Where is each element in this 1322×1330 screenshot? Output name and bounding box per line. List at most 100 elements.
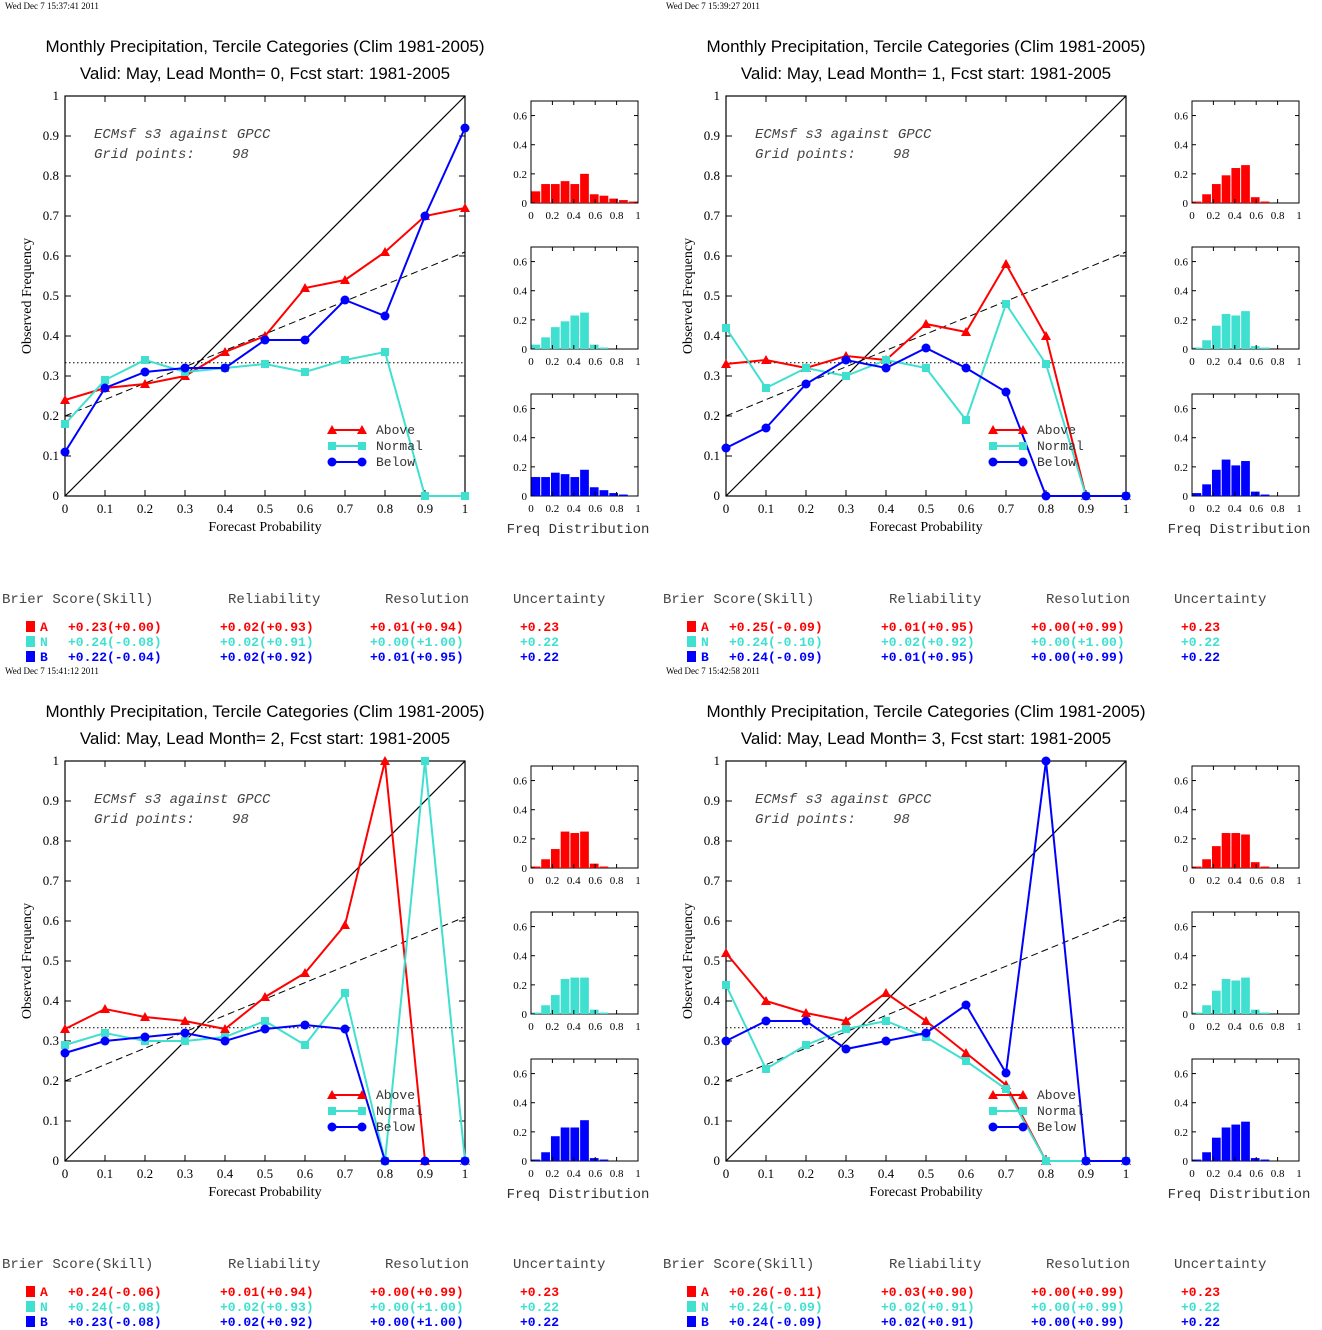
score-letter: A	[701, 1285, 709, 1300]
hist-x-tick-label: 0	[1189, 875, 1195, 887]
inset-grid-value: 98	[232, 147, 249, 163]
score-value: +0.01(+0.95)	[881, 620, 975, 635]
chart-panel: Wed Dec 7 15:41:12 2011 Monthly Precipita…	[2, 666, 649, 1330]
histogram-bar	[531, 477, 541, 496]
hist-y-tick-label: 0	[1183, 863, 1189, 875]
histogram-bar	[1250, 862, 1260, 868]
y-tick-label: 0.3	[43, 368, 59, 383]
freq-distribution-label: Freq Distribution	[507, 522, 650, 538]
histogram-bar	[1221, 175, 1231, 203]
histogram-bar	[589, 344, 599, 349]
x-tick-label: 0.3	[838, 1166, 854, 1181]
x-tick-label: 1	[462, 501, 469, 516]
hist-x-tick-label: 0	[1189, 1168, 1195, 1180]
score-value: +0.23	[1181, 1285, 1220, 1300]
score-value: +0.22	[520, 1315, 559, 1330]
point-above	[841, 1016, 851, 1025]
inset-source-text: ECMsf s3 against GPCC	[94, 127, 271, 143]
legend-label-above: Above	[1037, 1088, 1076, 1103]
point-above	[140, 1012, 150, 1021]
inset-grid-label: Grid points:	[755, 147, 856, 163]
inset-grid-label: Grid points:	[94, 812, 195, 828]
point-above	[721, 948, 731, 957]
score-value: +0.00(+0.99)	[1031, 650, 1125, 665]
chart-subtitle: Valid: May, Lead Month= 1, Fcst start: 1…	[741, 64, 1111, 83]
hist-x-tick-label: 0.8	[610, 356, 624, 368]
point-above	[881, 988, 891, 997]
histogram-bar	[580, 831, 589, 868]
hist-y-tick-label: 0.2	[1174, 315, 1188, 327]
point-above	[380, 756, 390, 765]
hist-x-tick-label: 0.2	[1207, 503, 1221, 515]
histogram-bar	[1221, 1127, 1231, 1161]
histogram-above: 0 0.2 0.4 0.6 0 0.2 0.4 0.6 0.8 1	[513, 100, 641, 222]
histogram-bar	[1211, 325, 1221, 349]
score-value: +0.02(+0.91)	[881, 1300, 975, 1315]
point-below	[380, 311, 390, 321]
x-tick-label: 0.7	[337, 501, 354, 516]
y-tick-label: 0	[53, 1153, 60, 1168]
histogram-bar	[1192, 347, 1202, 349]
point-above	[180, 1016, 190, 1025]
histogram-bar	[560, 474, 570, 496]
hist-y-tick-label: 0.4	[513, 433, 527, 445]
point-below	[300, 335, 310, 345]
point-normal	[301, 368, 309, 376]
point-below	[881, 1036, 891, 1046]
y-tick-label: 0	[714, 488, 721, 503]
point-above	[801, 1008, 811, 1017]
y-tick-label: 0.1	[704, 1113, 720, 1128]
hist-y-tick-label: 0.6	[513, 404, 527, 416]
point-normal	[802, 364, 810, 372]
y-tick-label: 0.3	[704, 368, 720, 383]
point-normal	[461, 492, 469, 500]
y-axis-label: Observed Frequency	[20, 903, 35, 1019]
histogram-bar	[1250, 1158, 1260, 1161]
score-header: Brier Score(Skill)	[663, 592, 814, 608]
y-tick-label: 0.8	[43, 833, 59, 848]
score-value: +0.23(-0.08)	[68, 1315, 162, 1330]
hist-y-tick-label: 0.6	[1174, 111, 1188, 123]
y-tick-label: 0.1	[43, 1113, 59, 1128]
point-above	[761, 355, 771, 364]
hist-y-tick-label: 0.6	[513, 257, 527, 269]
y-tick-label: 1	[714, 88, 721, 103]
hist-y-tick-label: 0	[522, 1156, 528, 1168]
hist-x-tick-label: 0.2	[1207, 210, 1221, 222]
y-tick-label: 0.3	[704, 1033, 720, 1048]
score-value: +0.22	[1181, 650, 1220, 665]
hist-x-tick-label: 0.8	[610, 210, 624, 222]
histogram-bar	[1241, 165, 1250, 203]
hist-y-tick-label: 0.4	[1174, 286, 1188, 298]
x-tick-label: 0.8	[1038, 1166, 1054, 1181]
score-value: +0.00(+1.00)	[370, 1300, 464, 1315]
y-tick-label: 0.4	[43, 328, 60, 343]
point-below	[921, 1028, 931, 1038]
histogram-bar	[1260, 347, 1270, 349]
x-axis-label: Forecast Probability	[208, 520, 321, 535]
point-below	[460, 123, 470, 133]
point-below	[1081, 1156, 1091, 1166]
x-tick-label: 0.5	[918, 1166, 934, 1181]
freq-distribution-label: Freq Distribution	[1168, 1187, 1311, 1203]
point-below	[841, 1044, 851, 1054]
point-normal	[1002, 300, 1010, 308]
hist-y-tick-label: 0.6	[1174, 1069, 1188, 1081]
legend-label-above: Above	[1037, 423, 1076, 438]
x-tick-label: 0.4	[878, 501, 895, 516]
point-normal	[882, 1017, 890, 1025]
no-skill-line	[725, 251, 1127, 417]
point-below	[100, 1036, 110, 1046]
histogram-bar	[609, 493, 619, 496]
histogram-bar	[1241, 834, 1250, 868]
score-value: +0.00(+1.00)	[370, 1315, 464, 1330]
y-tick-label: 0.5	[43, 953, 59, 968]
y-tick-label: 0	[714, 1153, 721, 1168]
y-tick-label: 0.7	[704, 873, 721, 888]
hist-y-tick-label: 0.4	[1174, 805, 1188, 817]
histogram-bar	[1192, 493, 1202, 496]
y-tick-label: 0.9	[704, 793, 720, 808]
hist-x-tick-label: 0	[528, 356, 534, 368]
timestamp: Wed Dec 7 15:37:41 2011	[5, 1, 99, 11]
score-value: +0.23(+0.00)	[68, 620, 162, 635]
